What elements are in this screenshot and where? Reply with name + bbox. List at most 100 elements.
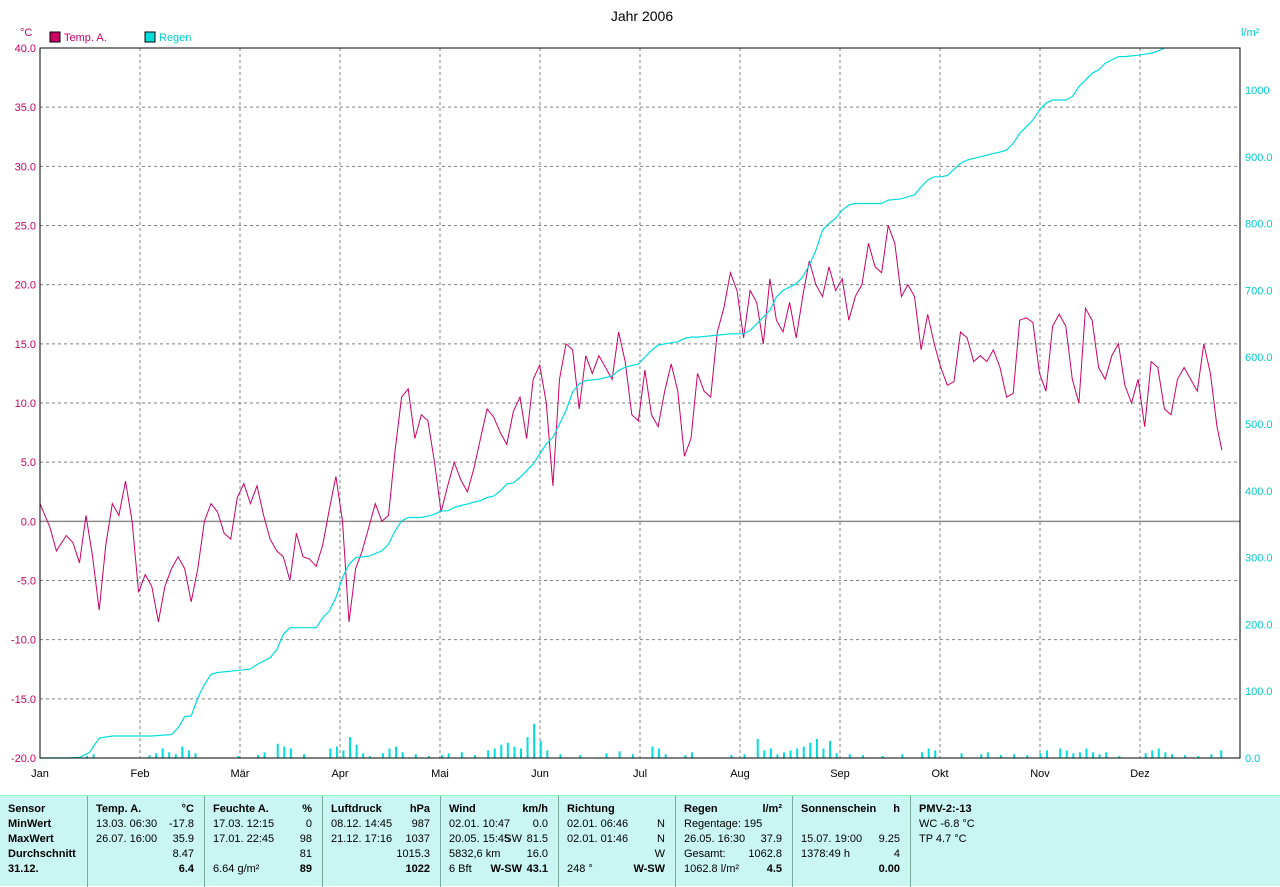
stats-row (793, 817, 910, 832)
rain-bar (1092, 752, 1095, 758)
stats-cell-left: 17.01. 22:45 (213, 833, 275, 845)
stats-cell-left: Regentage: 195 (684, 818, 763, 830)
stats-cell-left: 02.01. 06:46 (567, 818, 629, 830)
stats-row: 1062.8 l/m² 4.5 (676, 862, 792, 877)
right-tick-label: 800.0 (1245, 219, 1273, 231)
rain-bar (861, 755, 864, 758)
rain-bar (1118, 756, 1121, 758)
rain-bar (1039, 753, 1042, 758)
stats-row: Regentage: 195 (676, 817, 792, 832)
stats-header: Sonnenschein h (793, 802, 910, 817)
stats-header: Feuchte A.% (205, 802, 322, 817)
rain-bar (526, 737, 529, 758)
rain-bar (174, 754, 177, 758)
left-tick-label: -15.0 (11, 694, 36, 706)
rain-bar (927, 748, 930, 758)
rain-bar (493, 748, 496, 758)
stats-cell-left: Sensor (8, 803, 46, 815)
rain-bar (237, 756, 240, 758)
stats-cell-left: TP 4.7 °C (919, 833, 967, 845)
stats-cell-left: 02.01. 10:47 (449, 818, 511, 830)
stats-cell-left: WC -6.8 °C (919, 818, 975, 830)
month-label-2: Mär (231, 768, 250, 780)
rain-bar (414, 754, 417, 758)
rain-bar (881, 756, 884, 758)
stats-cell-right: 1037 (405, 833, 430, 845)
rain-bar (289, 748, 292, 758)
stats-cell-left: Regen (684, 803, 718, 815)
rain-bar (263, 752, 266, 758)
stats-row: 0.00 (793, 862, 910, 877)
rain-bar (342, 750, 345, 758)
stats-cell-left: 6 Bft (449, 863, 472, 875)
rain-bar (1065, 750, 1068, 758)
rain-bar (783, 752, 786, 758)
rain-bar (362, 753, 365, 758)
rain-bar (769, 748, 772, 758)
left-tick-label: -20.0 (11, 753, 36, 765)
right-tick-label: 900.0 (1245, 152, 1273, 164)
rain-bar (303, 754, 306, 758)
stats-column-4: Wind km/h 02.01. 10:47 0.0 20.05. 15:45 SW 81.… (441, 796, 559, 887)
stats-cell-right: 0 (305, 818, 312, 830)
legend-swatch-temp (49, 31, 61, 43)
rain-bar (460, 752, 463, 758)
rain-bar (1105, 752, 1108, 758)
stats-cell-left: 17.03. 12:15 (213, 818, 275, 830)
stats-cell-left: Gesamt: (684, 848, 726, 860)
stats-cell-right: N (657, 818, 665, 830)
rain-bar (631, 754, 634, 758)
stats-row: 02.01. 01:46 N (559, 832, 675, 847)
rain-bar (335, 746, 338, 758)
stats-row: 5832,6 km 16.0 (441, 847, 558, 862)
rain-bar (148, 755, 151, 758)
left-tick-label: 25.0 (15, 221, 36, 233)
rain-bar (1144, 753, 1147, 758)
rain-bar (168, 752, 171, 758)
rain-bar (1164, 752, 1167, 758)
left-tick-label: 15.0 (15, 339, 36, 351)
rain-bar (1210, 754, 1213, 758)
month-label-5: Jun (531, 768, 549, 780)
stats-column-1: Temp. A. °C 13.03. 06:30 -17.8 26.07. 16:00 3… (88, 796, 205, 887)
stats-cell-left: 13.03. 06:30 (96, 818, 158, 830)
stats-cell-mid: SW (504, 833, 522, 845)
stats-row: 02.01. 10:47 0.0 (441, 817, 558, 832)
legend-swatch-rain (144, 31, 156, 43)
month-label-7: Aug (730, 768, 750, 780)
rain-bar (349, 737, 352, 758)
rain-bar (829, 740, 832, 758)
right-tick-label: 700.0 (1245, 285, 1273, 297)
rain-bar (487, 750, 490, 758)
stats-row: 26.05. 16:30 37.9 (676, 832, 792, 847)
stats-cell-left: 31.12. (8, 863, 39, 875)
rain-bar (809, 742, 812, 758)
series-line-temp (39, 225, 1223, 622)
stats-row: 13.03. 06:30 -17.8 (88, 817, 204, 832)
left-tick-label: 35.0 (15, 102, 36, 114)
stats-header: Regen l/m² (676, 802, 792, 817)
stats-cell-right: °C (181, 803, 194, 815)
rain-bar (395, 746, 398, 758)
stats-row: TP 4.7 °C (911, 832, 1280, 847)
rain-bar (513, 746, 516, 758)
left-tick-label: 40.0 (15, 43, 36, 55)
rain-bar (194, 753, 197, 758)
stats-row: 81 (205, 847, 322, 862)
rain-bar (684, 755, 687, 758)
rain-bar (388, 748, 391, 758)
rain-bar (187, 750, 190, 758)
rain-bar (1098, 754, 1101, 758)
stats-column-7: Sonnenschein h 15.07. 19:00 9.25 1378:49 h 4 0… (793, 796, 911, 887)
chart-area: Jahr 2006 °C l/m² Temp. A. Regen 40.0 35.… (11, 8, 1273, 780)
stats-row: 17.01. 22:45 98 (205, 832, 322, 847)
rain-bar (181, 746, 184, 758)
statistics-panel: Sensor MinWert MaxWert Durchschnitt 31.12. Te… (0, 795, 1280, 887)
right-tick-label: 500.0 (1245, 419, 1273, 431)
rain-bar (960, 753, 963, 758)
stats-header: Wind km/h (441, 802, 558, 817)
rain-bar (355, 744, 358, 758)
stats-cell-left: Sonnenschein (801, 803, 877, 815)
stats-cell-right: 81.5 (526, 833, 548, 845)
rain-bar (283, 746, 286, 758)
